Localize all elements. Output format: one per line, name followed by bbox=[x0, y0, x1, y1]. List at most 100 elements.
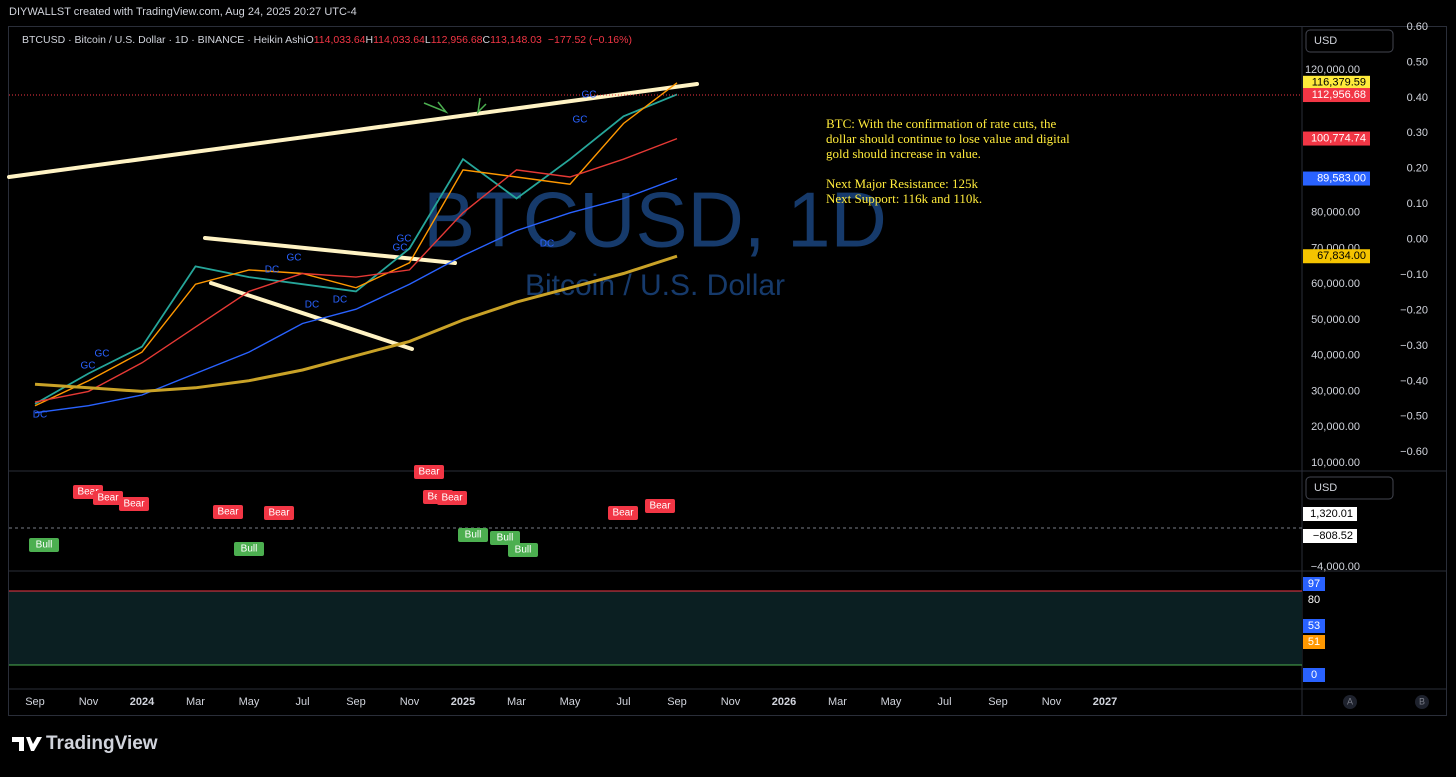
legend-low-label: L bbox=[425, 34, 431, 46]
y-tick-label: 60,000.00 bbox=[1311, 278, 1360, 290]
note: Next Major Resistance: 125k bbox=[826, 176, 978, 191]
moving-average bbox=[34, 254, 678, 393]
x-tick-label: 2025 bbox=[451, 696, 475, 708]
y2-tick-label: 0.60 bbox=[1407, 21, 1428, 33]
signal-label: GC bbox=[573, 115, 588, 126]
x-tick-label: Sep bbox=[667, 696, 687, 708]
y2-tick-label: 0.20 bbox=[1407, 163, 1428, 175]
note: BTC: With the confirmation of rate cuts,… bbox=[826, 116, 1057, 131]
y-tick-label: 120,000.00 bbox=[1305, 64, 1360, 76]
watermark-title: BTCUSD, 1D bbox=[423, 176, 887, 264]
signal-tag-label: Bull bbox=[36, 540, 53, 551]
y-tick-label: 30,000.00 bbox=[1311, 385, 1360, 397]
signal-tag-label: Bull bbox=[241, 544, 258, 555]
signal-tag-label: Bear bbox=[649, 501, 671, 512]
scale-label-box bbox=[1303, 619, 1325, 633]
signal-label: GC bbox=[287, 253, 302, 264]
signal-tag bbox=[264, 506, 294, 520]
scale-label-box bbox=[1303, 635, 1325, 649]
x-tick-label: Sep bbox=[25, 696, 45, 708]
signal-label: GC bbox=[393, 243, 408, 254]
price-label-box bbox=[1303, 75, 1370, 90]
y-tick-label: 50,000.00 bbox=[1311, 314, 1360, 326]
x-tick-label: May bbox=[560, 696, 581, 708]
signal-tag-label: Bull bbox=[515, 545, 532, 556]
x-tick-label: Jul bbox=[616, 696, 630, 708]
x-tick-label: Nov bbox=[79, 696, 99, 708]
credit: DIYWALLST created with TradingView.com, … bbox=[9, 6, 357, 18]
y2-tick-label: −0.20 bbox=[1400, 304, 1428, 316]
x-tick-label: Jul bbox=[295, 696, 309, 708]
y2-tick-label: −0.40 bbox=[1400, 375, 1428, 387]
currency-label[interactable]: USD bbox=[1314, 482, 1337, 494]
signal-tag bbox=[490, 531, 520, 545]
x-tick-label: Mar bbox=[186, 696, 205, 708]
price-line bbox=[34, 93, 678, 405]
scale-label-box bbox=[1303, 668, 1325, 682]
y2-tick-label: 0.00 bbox=[1407, 234, 1428, 246]
legend-low: 112,956.68 bbox=[431, 34, 483, 46]
price-label-box bbox=[1303, 131, 1370, 146]
signal-label: GC bbox=[397, 234, 412, 245]
signal-tag bbox=[608, 506, 638, 520]
signal-label: GC bbox=[81, 361, 96, 372]
y2-tick-label: −0.10 bbox=[1400, 269, 1428, 281]
note: dollar should continue to lose value and… bbox=[826, 131, 1070, 146]
signal-tag-label: Bull bbox=[465, 530, 482, 541]
y-tick-label: 40,000.00 bbox=[1311, 350, 1360, 362]
x-tick-label: Sep bbox=[988, 696, 1008, 708]
x-tick-label: May bbox=[239, 696, 260, 708]
signal-tag bbox=[234, 542, 264, 556]
scale-label-box bbox=[1303, 577, 1325, 591]
y2-tick-label: 0.30 bbox=[1407, 127, 1428, 139]
legend-close-label: C bbox=[483, 34, 491, 46]
currency-button[interactable] bbox=[1305, 476, 1394, 500]
price-label: 116,379.59 bbox=[1312, 77, 1366, 89]
signal-tag bbox=[437, 491, 467, 505]
signal-label: GC bbox=[95, 349, 110, 360]
moving-average bbox=[34, 137, 678, 403]
note: Next Support: 116k and 110k. bbox=[826, 191, 982, 206]
legend-change: −177.52 (−0.16%) bbox=[548, 34, 632, 46]
x-tick-label: 2024 bbox=[130, 696, 155, 708]
note: gold should increase in value. bbox=[826, 146, 981, 161]
currency-label[interactable]: USD bbox=[1314, 35, 1337, 47]
signal-tag-label: Bear bbox=[418, 467, 440, 478]
x-tick-label: May bbox=[881, 696, 902, 708]
x-tick-label: Mar bbox=[507, 696, 526, 708]
signal-label: DC bbox=[333, 295, 347, 306]
arrow bbox=[423, 97, 487, 115]
scale-button-label[interactable]: B bbox=[1419, 696, 1425, 706]
legend-symbol: BTCUSD · Bitcoin / U.S. Dollar · 1D · BI… bbox=[22, 34, 306, 46]
y2-tick-label: −0.50 bbox=[1400, 411, 1428, 423]
stoch-scale-label: 80 bbox=[1308, 594, 1320, 606]
y2-tick-label: 0.50 bbox=[1407, 56, 1428, 68]
stoch-scale-label: 0 bbox=[1311, 669, 1317, 681]
scale-button[interactable] bbox=[1415, 695, 1429, 709]
price-label: 89,583.00 bbox=[1317, 172, 1366, 184]
logo bbox=[12, 737, 42, 751]
scale-button[interactable] bbox=[1343, 695, 1357, 709]
x-tick-label: Sep bbox=[346, 696, 366, 708]
stoch-scale-label: 97 bbox=[1308, 578, 1320, 590]
stoch-scale-label: 51 bbox=[1308, 636, 1320, 648]
trendline bbox=[7, 82, 699, 179]
moving-average bbox=[34, 82, 678, 407]
logo-mark bbox=[12, 737, 42, 751]
price-label-box bbox=[1303, 88, 1370, 103]
price-label: 67,834.00 bbox=[1317, 250, 1366, 262]
legend-close: 113,148.03 bbox=[490, 34, 542, 46]
signal-tag-label: Bear bbox=[441, 493, 463, 504]
moving-average bbox=[34, 177, 678, 414]
stoch-scale-label: 53 bbox=[1308, 620, 1320, 632]
x-tick-label: Jul bbox=[937, 696, 951, 708]
price-label-box bbox=[1303, 171, 1370, 186]
x-tick-label: Mar bbox=[828, 696, 847, 708]
signal-label: GC bbox=[582, 90, 597, 101]
price-label-box bbox=[1303, 249, 1370, 264]
signal-label: DC bbox=[305, 300, 319, 311]
signal-tag bbox=[414, 465, 444, 479]
scale-button-label[interactable]: A bbox=[1347, 696, 1353, 706]
currency-button[interactable] bbox=[1305, 29, 1394, 53]
